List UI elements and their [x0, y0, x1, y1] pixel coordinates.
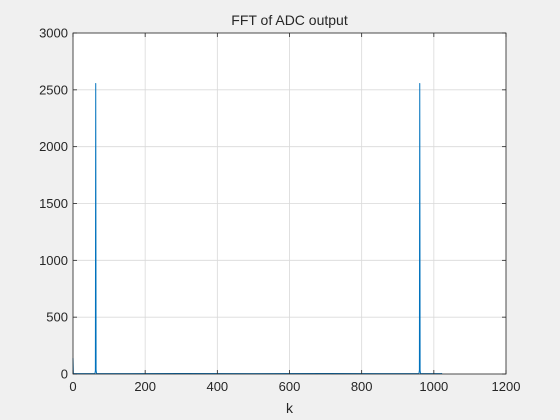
y-tick-label: 0 — [61, 367, 68, 382]
x-tick-label: 200 — [134, 379, 156, 394]
y-tick-label: 2500 — [39, 82, 68, 97]
y-tick-label: 2000 — [39, 139, 68, 154]
y-tick-label: 500 — [46, 310, 68, 325]
y-tick-label: 1000 — [39, 253, 68, 268]
x-axis-label: k — [286, 400, 294, 416]
y-tick-label: 3000 — [39, 26, 68, 41]
x-tick-label: 1000 — [419, 379, 448, 394]
ticks: 0 200 400 600 800 1000 1200 0 500 1000 1500 2000 250… — [39, 26, 520, 395]
x-tick-label: 800 — [351, 379, 373, 394]
x-tick-label: 0 — [69, 379, 76, 394]
x-tick-label: 1200 — [492, 379, 521, 394]
chart-title: FFT of ADC output — [231, 12, 348, 28]
x-tick-label: 600 — [279, 379, 301, 394]
x-tick-label: 400 — [206, 379, 228, 394]
y-tick-label: 1500 — [39, 196, 68, 211]
